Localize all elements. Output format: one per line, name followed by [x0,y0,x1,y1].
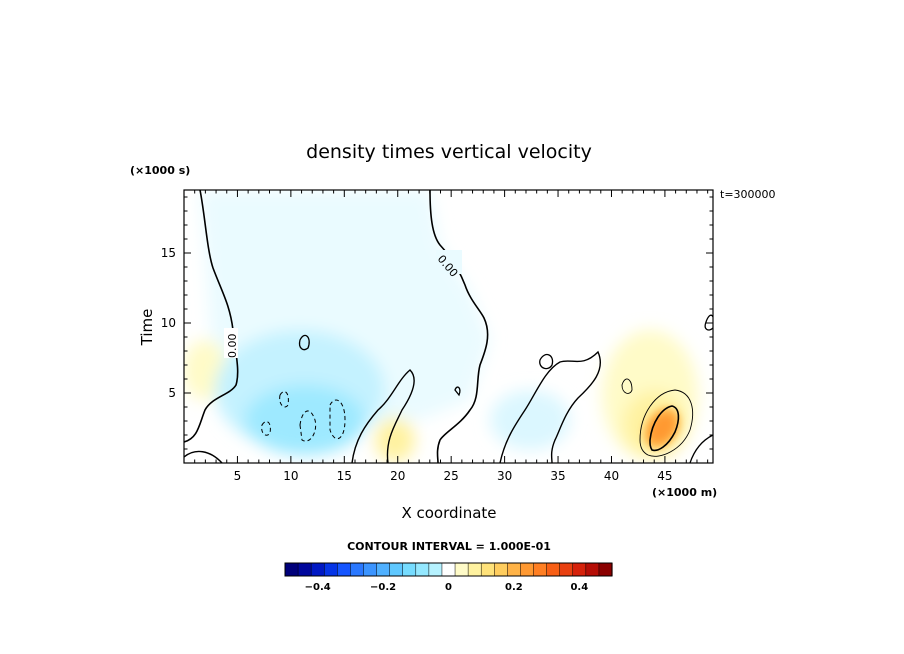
y-tick-label: 10 [161,316,176,330]
y-tick-label: 15 [161,246,176,260]
colorbar-swatch [494,563,508,576]
positive-contour-inner [649,405,680,452]
colorbar-swatch [324,563,338,576]
colorbar-swatch [402,563,417,576]
colorbar-swatch [337,563,351,576]
colorbar-swatch [546,563,561,576]
x-tick-label: 45 [657,469,672,483]
colorbar-swatch [520,563,535,576]
colorbar-swatch [559,563,574,576]
zero-contour-small-2 [539,353,554,370]
x-tick-label: 20 [390,469,405,483]
colorbar-swatch [468,563,482,576]
x-tick-label: 30 [497,469,512,483]
chart-title: density times vertical velocity [306,141,592,163]
colorbar-swatch [585,563,600,576]
colorbar-tick-label: 0.4 [570,582,588,593]
colorbar-swatch [455,563,469,576]
colorbar-swatch [311,563,325,576]
colorbar-swatch [285,563,299,576]
colorbar-tick-label: −0.4 [305,582,331,593]
zero-contour-blobs [499,350,601,463]
x-ticks [194,190,709,463]
colorbar-swatch [363,563,378,576]
contour-label-bg-2 [436,250,462,274]
colorbar [284,563,613,576]
plot-frame [183,189,714,464]
negative-contour-2 [329,399,346,440]
zero-contour-center [429,190,489,463]
positive-region-mid [375,418,415,462]
x-unit-label: (×1000 m) [652,486,717,499]
colorbar-swatch [533,563,548,576]
colorbar-swatch [428,563,443,576]
y-unit-label: (×1000 s) [130,164,190,177]
x-tick-label: 40 [604,469,619,483]
contour-labels: 0.00 0.00 [224,250,462,358]
colorbar-swatch [507,563,522,576]
colorbar-swatch [441,563,456,576]
y-ticks [184,196,713,450]
zero-contour-small-1 [298,334,310,351]
colorbar-frame [284,562,613,577]
negative-contour-4 [279,391,289,408]
shaded-field [184,190,713,463]
positive-contour-outer [639,389,694,457]
colorbar-swatch [389,563,404,576]
contour-interval-text: CONTOUR INTERVAL = 1.000E-01 [347,540,551,553]
colorbar-tick-label: 0 [445,582,452,593]
zero-contour-lower-left [184,450,223,463]
y-tick-labels: 5 10 15 [161,246,176,400]
negative-contour-3 [261,421,271,436]
time-stamp: t=300000 [720,188,776,201]
colorbar-swatch [572,563,587,576]
negative-region-core [245,385,365,455]
zero-contour-small-3 [704,314,713,331]
x-axis-label: X coordinate [401,504,496,522]
x-tick-label: 25 [444,469,459,483]
colorbar-swatch [481,563,495,576]
contour-label-bg-1 [224,328,238,358]
negative-region-mid [490,390,570,450]
x-tick-label: 35 [550,469,565,483]
colorbar-labels: −0.4 −0.2 0 0.2 0.4 [305,582,589,593]
contours [184,190,713,463]
zero-contour-lower-mid [351,369,415,463]
y-axis-label: Time [138,309,156,347]
y-tick-label: 5 [168,386,176,400]
colorbar-swatch [598,563,613,576]
x-tick-label: 15 [337,469,352,483]
colorbar-swatch [298,563,312,576]
colorbar-tick-label: −0.2 [370,582,396,593]
negative-contour-1 [299,410,317,442]
zero-contour-right-edge [689,434,713,463]
colorbar-swatch [350,563,365,576]
x-tick-label: 10 [283,469,298,483]
x-tick-label: 5 [234,469,242,483]
positive-contour-small [621,378,633,394]
colorbar-swatch [415,563,430,576]
colorbar-swatch [376,563,391,576]
zero-contour-small-4 [454,386,461,397]
x-tick-labels: 5 10 15 20 25 30 35 40 45 [234,469,673,483]
contour-label-left: 0.00 [226,334,239,359]
colorbar-tick-label: 0.2 [505,582,523,593]
